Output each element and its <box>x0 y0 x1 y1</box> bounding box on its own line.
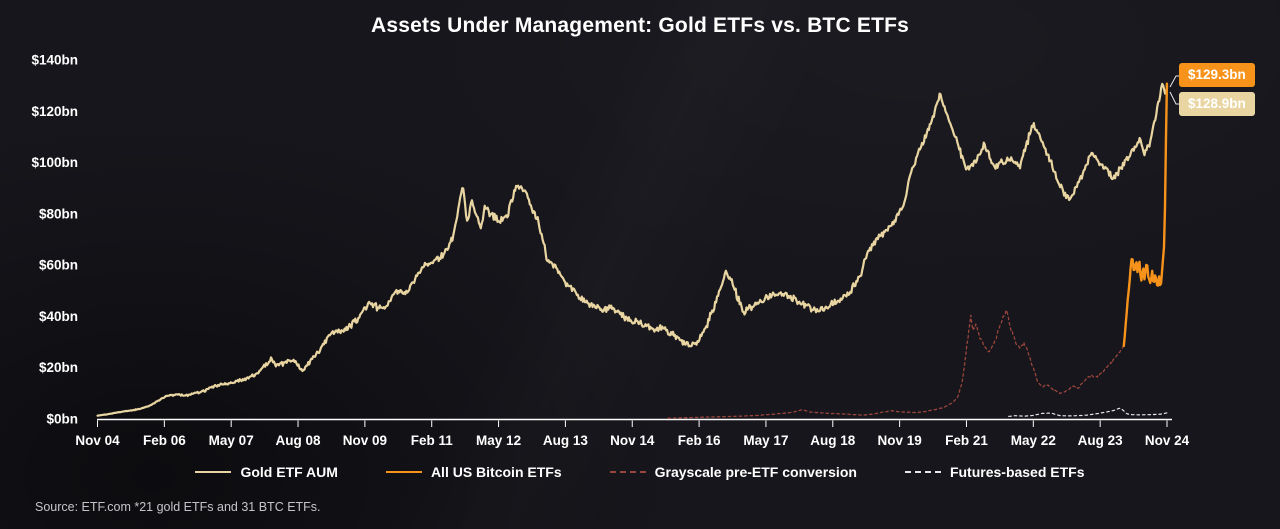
y-axis-label: $20bn <box>39 360 78 375</box>
y-axis-label: $60bn <box>39 258 78 273</box>
source-note: Source: ETF.com *21 gold ETFs and 31 BTC… <box>35 500 321 514</box>
series-line-gold <box>96 82 1169 417</box>
x-axis-label: Nov 14 <box>610 433 655 448</box>
x-axis-label: Nov 09 <box>343 433 387 448</box>
y-axis-label: $80bn <box>39 206 78 221</box>
futures-dashed-line-icon <box>904 471 941 473</box>
x-axis-label: Nov 04 <box>75 433 120 448</box>
x-axis-label: Feb 21 <box>945 433 988 448</box>
chart-title: Assets Under Management: Gold ETFs vs. B… <box>371 14 909 37</box>
x-axis-label: Aug 23 <box>1078 433 1124 448</box>
x-axis-label: Feb 11 <box>411 433 454 448</box>
x-axis-label: Nov 19 <box>877 433 921 448</box>
y-axis-label: $140bn <box>31 53 78 68</box>
x-axis-label: May 12 <box>476 433 521 448</box>
series-line-grayscale <box>667 309 1125 419</box>
gold-line-icon <box>195 471 232 473</box>
legend-item-futures-based-etfs: Futures-based ETFs <box>904 464 1085 480</box>
x-axis-label: Feb 06 <box>143 433 186 448</box>
chart-legend: Gold ETF AUM All US Bitcoin ETFs Graysca… <box>0 464 1280 480</box>
legend-label: Futures-based ETFs <box>949 464 1085 480</box>
legend-item-gold-etf-aum: Gold ETF AUM <box>195 464 338 480</box>
series-line-futures <box>1008 407 1168 417</box>
x-axis-label: May 22 <box>1011 433 1056 448</box>
x-axis-label: Aug 18 <box>810 433 856 448</box>
badge-connector-lines <box>1169 75 1179 105</box>
y-axis-label: $40bn <box>39 309 78 324</box>
y-axis-label: $100bn <box>31 155 78 170</box>
legend-item-all-us-bitcoin-etfs: All US Bitcoin ETFs <box>385 464 562 480</box>
series-line-bitcoin <box>1122 82 1169 348</box>
y-axis-label: $120bn <box>31 104 78 119</box>
chart-series <box>96 82 1169 419</box>
grayscale-dashed-line-icon <box>609 471 646 473</box>
x-axis: Nov 04 Feb 06 May 07 Aug 08 Nov 09 Feb 11 May … <box>31 53 1189 449</box>
legend-label: All US Bitcoin ETFs <box>430 464 562 480</box>
bitcoin-line-icon <box>385 471 422 473</box>
legend-label: Gold ETF AUM <box>240 464 338 480</box>
gold-value-badge: $128.9bn <box>1179 92 1255 116</box>
legend-label: Grayscale pre-ETF conversion <box>654 464 857 480</box>
x-axis-label: Feb 16 <box>678 433 721 448</box>
x-axis-label: May 17 <box>743 433 788 448</box>
x-axis-label: Aug 08 <box>276 433 322 448</box>
legend-item-grayscale-pre-etf: Grayscale pre-ETF conversion <box>609 464 857 480</box>
x-axis-label: Aug 13 <box>543 433 589 448</box>
btc-value-badge: $129.3bn <box>1179 63 1255 87</box>
x-axis-label: Nov 24 <box>1145 433 1190 448</box>
y-axis-label: $0bn <box>46 412 78 427</box>
x-axis-label: May 07 <box>209 433 254 448</box>
